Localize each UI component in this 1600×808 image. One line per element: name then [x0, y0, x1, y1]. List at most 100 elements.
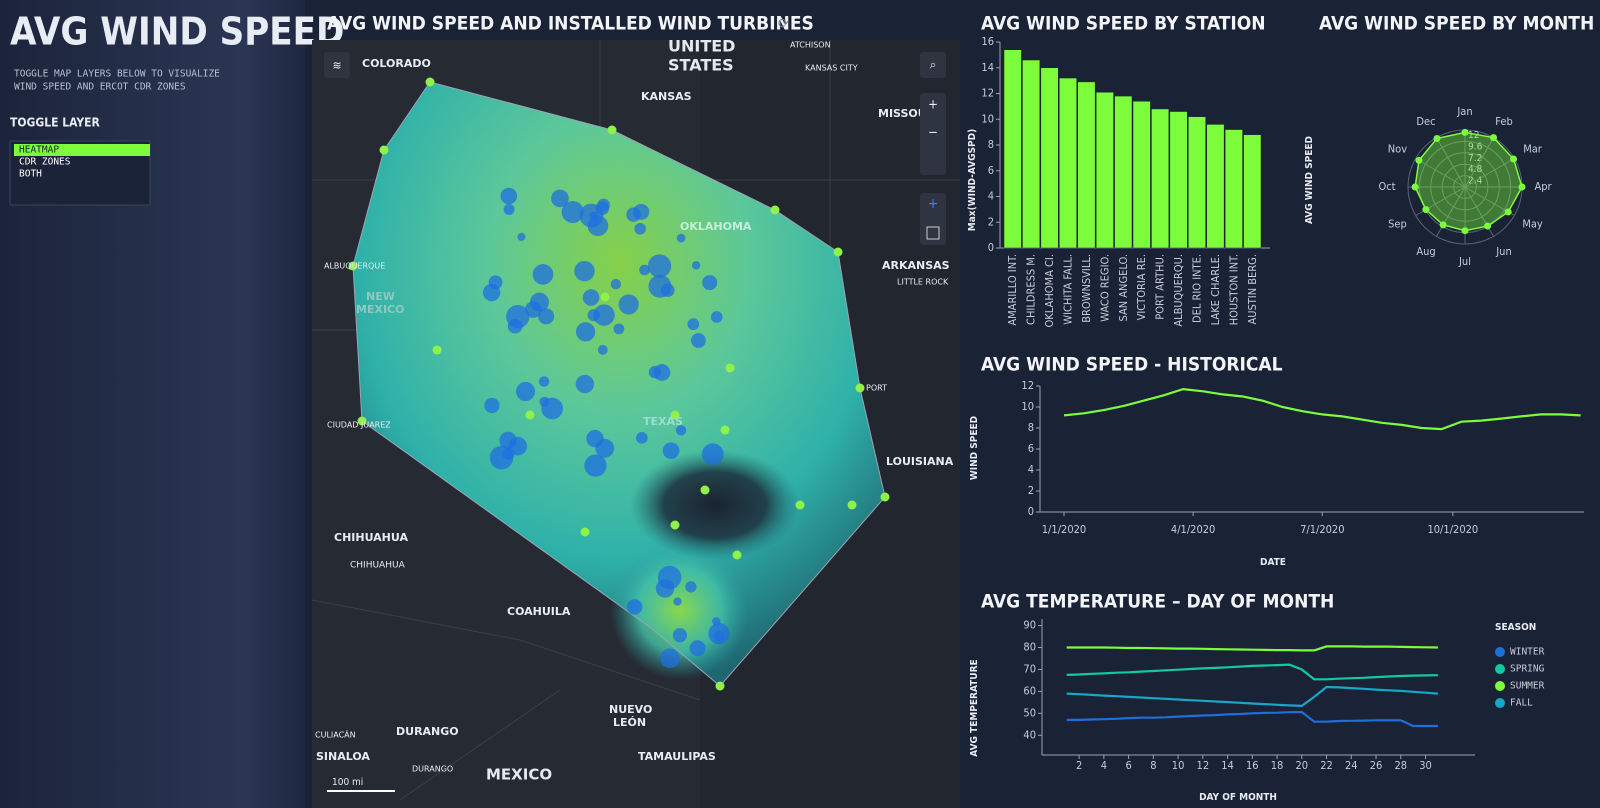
x-tick-label: 4/1/2020 [1171, 523, 1215, 536]
axis-label: Max(WIND-AVGSPD) [967, 129, 978, 231]
layers-button[interactable] [324, 52, 350, 78]
axis-label: AVG TEMPERATURE [969, 659, 980, 756]
map-label: LOUISIANA [886, 455, 954, 468]
map-label: UNITED [668, 37, 735, 56]
turbine [517, 232, 526, 241]
month-label: Apr [1534, 180, 1552, 193]
x-tick-label: DEL RIO INTE. [1191, 254, 1204, 323]
x-tick-label: WICHITA FALL. [1062, 254, 1075, 325]
spoke [1436, 137, 1466, 188]
chart-title: AVG WIND SPEED - HISTORICAL [981, 354, 1283, 376]
map-label: MEXICO [356, 303, 404, 316]
temperature-line [1066, 685, 1438, 708]
map-label: PORT [866, 384, 887, 393]
map-label: COLORADO [362, 57, 431, 70]
turbine [691, 333, 706, 348]
y-tick-label: 6 [1028, 442, 1034, 455]
station [880, 492, 890, 502]
search-button[interactable] [920, 52, 946, 78]
month-label: Sep [1388, 218, 1407, 231]
station [700, 485, 710, 495]
x-tick-label: 14 [1221, 759, 1234, 772]
station [670, 410, 680, 420]
toggle-option[interactable]: CDR ZONES [19, 157, 71, 168]
bar [1040, 67, 1059, 249]
toggle-option[interactable]: HEATMAP [19, 145, 59, 156]
turbine [508, 436, 527, 456]
turbine [662, 442, 680, 460]
month-label: Oct [1378, 180, 1395, 193]
y-tick-label: 4 [1028, 463, 1034, 476]
bar [1132, 100, 1151, 249]
toggle-selected[interactable] [14, 144, 150, 156]
y-tick-label: 70 [1023, 662, 1036, 675]
y-tick-label: 2 [1028, 484, 1034, 497]
x-tick-label: 8 [1150, 759, 1156, 772]
y-tick-label: 6 [988, 164, 994, 177]
x-tick-label: 1/1/2020 [1042, 523, 1086, 536]
zoom-out[interactable]: − [928, 126, 938, 141]
turbine [561, 200, 584, 224]
chart-title: AVG WIND SPEED BY MONTH [1319, 13, 1594, 35]
toggle-option[interactable]: BOTH [19, 169, 42, 180]
turbine [672, 628, 688, 643]
search-icon[interactable]: ⌕ [930, 58, 937, 72]
turbine [532, 264, 554, 285]
x-tick-label: ALBUQUERQU. [1172, 254, 1185, 327]
legend-title: SEASON [1495, 622, 1536, 633]
x-tick-label: VICTORIA RE. [1135, 254, 1148, 320]
station [732, 550, 742, 560]
month-label: Dec [1416, 115, 1435, 128]
x-tick-label: WACO REGIO. [1098, 254, 1111, 322]
zoom-controls[interactable] [920, 93, 946, 175]
bar [1022, 59, 1041, 249]
radar-point [1415, 156, 1423, 164]
sidebar [0, 0, 305, 808]
y-tick-label: 80 [1023, 641, 1036, 654]
map-label: LEÓN [613, 716, 646, 729]
map-label: KANSAS [641, 90, 692, 103]
station [348, 261, 358, 271]
scale-label: 100 mi [332, 777, 363, 788]
legend-swatch [1495, 681, 1505, 691]
x-tick-label: 28 [1394, 759, 1407, 772]
map-label: NUEVO [609, 703, 652, 716]
refresh-icon[interactable]: ⟳ [778, 16, 789, 32]
spoke [1464, 137, 1494, 188]
axis-label: WIND SPEED [969, 416, 980, 480]
axis-label: DAY OF MONTH [1199, 792, 1277, 803]
bar [1224, 129, 1243, 249]
draw-box[interactable] [926, 226, 940, 240]
month-label: Nov [1388, 143, 1407, 156]
turbine [648, 366, 662, 379]
map-label: ALBUQUERQUE [324, 262, 385, 271]
station [357, 416, 367, 426]
station [725, 363, 735, 373]
y-tick-label: 14 [981, 61, 994, 74]
station [715, 681, 725, 691]
turbine [687, 318, 700, 331]
turbine [503, 203, 515, 215]
map-label: CIUDAD JUAREZ [327, 421, 391, 430]
turbine [595, 201, 610, 216]
turbine [636, 431, 648, 444]
station [795, 500, 805, 510]
turbine [584, 454, 607, 477]
turbine [593, 304, 615, 326]
y-tick-label: 4 [988, 190, 994, 203]
map-label: ARKANSAS [882, 259, 950, 272]
turbine [538, 376, 550, 387]
axis-label: AVG WIND SPEED [1304, 136, 1315, 224]
hull [352, 81, 886, 687]
turbine [575, 322, 596, 342]
station [720, 425, 730, 435]
x-tick-label: 18 [1271, 759, 1284, 772]
draw-point[interactable]: + [928, 196, 939, 212]
zoom-in[interactable]: + [928, 98, 938, 113]
bar [1188, 116, 1206, 249]
station [670, 520, 680, 530]
station [847, 500, 857, 510]
station [379, 145, 389, 155]
radar-point [1439, 221, 1447, 229]
layers-icon[interactable]: ≋ [332, 59, 341, 73]
